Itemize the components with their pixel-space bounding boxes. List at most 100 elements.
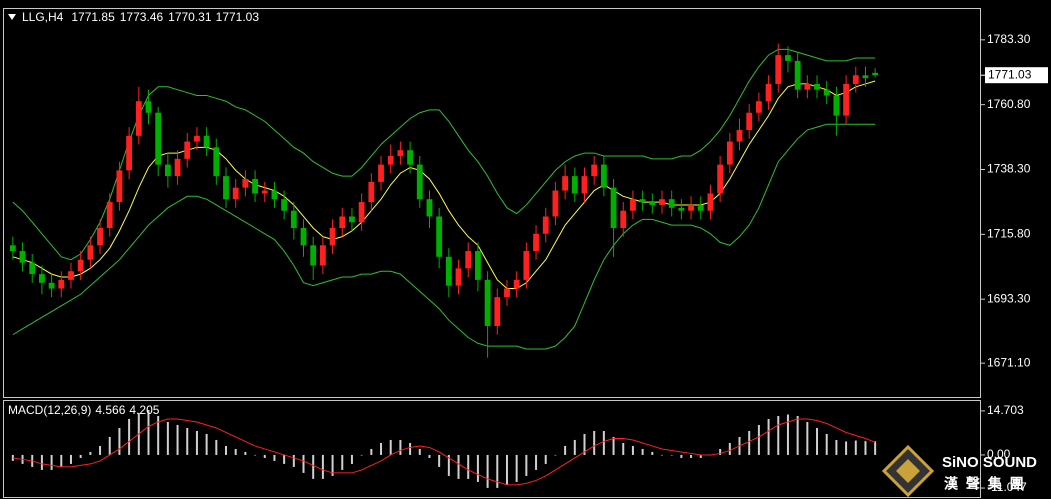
indicator-line xyxy=(12,418,876,486)
candle-body xyxy=(77,259,84,272)
logo: SiNO SOUND 漢 聲 集 團 xyxy=(881,444,1037,498)
candle-body xyxy=(717,164,724,194)
macd-bar xyxy=(312,454,315,479)
candle-body xyxy=(281,199,288,211)
macd-bar xyxy=(505,454,508,485)
macd-bar xyxy=(670,454,673,456)
candle-body xyxy=(319,245,326,266)
candle-body xyxy=(591,164,598,177)
macd-bar xyxy=(786,414,789,455)
macd-bar xyxy=(486,454,489,488)
candle-body xyxy=(630,199,636,211)
y-tick-label: 0.00 xyxy=(987,447,1011,461)
macd-bar xyxy=(370,448,373,455)
candle-body xyxy=(804,83,811,90)
macd-bar xyxy=(428,454,431,458)
macd-bar xyxy=(60,454,63,467)
macd-bar xyxy=(748,430,751,455)
macd-bar xyxy=(719,448,722,455)
symbol: LLG,H4 xyxy=(22,10,64,24)
macd-bar xyxy=(699,454,702,458)
macd-bar xyxy=(118,427,121,455)
candle-body xyxy=(678,207,685,211)
candle-body xyxy=(116,170,123,203)
macd-bar xyxy=(864,441,867,455)
candle-body xyxy=(823,89,830,96)
macd-bar xyxy=(418,448,421,455)
plot-layer: 1783.30 1760.80 1738.30 1715.80 1693.30 1671.… xyxy=(9,32,1048,494)
candle-body xyxy=(68,271,74,280)
candle-body xyxy=(223,176,229,200)
candle-body xyxy=(184,141,191,159)
macd-bar xyxy=(874,441,877,455)
macd-bar xyxy=(796,415,799,455)
macd-bar xyxy=(467,454,470,479)
macd-bar xyxy=(360,454,363,456)
close-value: 1771.03 xyxy=(216,10,260,24)
last-price-label: 1771.03 xyxy=(988,67,1032,81)
macd-bar xyxy=(622,442,625,455)
macd-bar xyxy=(399,439,402,455)
macd-panel-frame xyxy=(3,400,981,498)
candle-body xyxy=(726,141,733,165)
candle-body xyxy=(271,190,278,200)
candle-body xyxy=(194,135,200,142)
macd-bar xyxy=(564,445,567,455)
macd-bar xyxy=(147,409,150,455)
macd-bar xyxy=(50,454,53,470)
candle-body xyxy=(562,176,569,191)
macd-bar xyxy=(321,454,324,479)
macd-bar xyxy=(651,451,654,455)
candle-body xyxy=(455,268,462,286)
candle-body xyxy=(600,164,607,188)
price-panel-frame xyxy=(3,8,981,398)
macd-bar xyxy=(302,454,305,473)
macd-bar xyxy=(341,454,344,470)
candle-body xyxy=(29,262,36,275)
macd-bar xyxy=(816,427,819,455)
candle-body xyxy=(475,251,481,280)
macd-bar xyxy=(380,442,383,455)
candle-body xyxy=(794,60,801,90)
candle-body xyxy=(349,216,355,223)
candle-body xyxy=(746,112,753,131)
macd-bar xyxy=(40,454,43,470)
macd-bar xyxy=(128,418,131,455)
candle-body xyxy=(707,193,714,211)
candle-body xyxy=(213,147,220,177)
macd-bar xyxy=(573,439,576,455)
candle-body xyxy=(852,75,859,84)
candle-body xyxy=(542,216,549,234)
candle-body xyxy=(164,164,171,177)
macd-value: 4.566 xyxy=(95,403,125,417)
candle-body xyxy=(639,199,646,203)
candle-body xyxy=(504,288,510,298)
candle-body xyxy=(174,158,181,177)
y-tick-label: 1671.10 xyxy=(987,355,1031,369)
macd-bar xyxy=(195,430,198,455)
macd-bar xyxy=(447,454,450,476)
menu-arrow[interactable] xyxy=(8,14,16,20)
y-tick-label: 1760.80 xyxy=(987,97,1031,111)
macd-bar xyxy=(292,454,295,467)
candle-body xyxy=(48,282,55,289)
candle-body xyxy=(261,190,268,194)
candle-body xyxy=(533,233,539,252)
candle-body xyxy=(126,135,133,171)
macd-bar xyxy=(69,454,72,464)
candle-body xyxy=(145,101,152,113)
macd-bar xyxy=(593,430,596,455)
candle-body xyxy=(862,75,869,79)
candle-body xyxy=(39,274,45,283)
macd-bar xyxy=(835,439,838,455)
macd-bar xyxy=(612,436,615,455)
macd-bar xyxy=(89,451,92,455)
y-tick-label: 1693.30 xyxy=(987,291,1031,305)
macd-bar xyxy=(176,424,179,455)
macd-bar xyxy=(476,454,479,482)
candle-body xyxy=(649,202,656,205)
candle-body xyxy=(97,228,103,246)
macd-bar xyxy=(263,454,266,458)
candle-body xyxy=(465,251,472,269)
candle-body xyxy=(290,210,297,229)
